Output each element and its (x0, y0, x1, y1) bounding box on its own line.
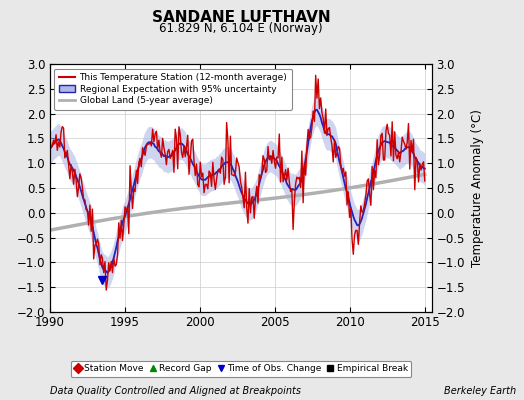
Y-axis label: Temperature Anomaly (°C): Temperature Anomaly (°C) (471, 109, 484, 267)
Legend: Station Move, Record Gap, Time of Obs. Change, Empirical Break: Station Move, Record Gap, Time of Obs. C… (71, 361, 411, 377)
Text: Data Quality Controlled and Aligned at Breakpoints: Data Quality Controlled and Aligned at B… (50, 386, 301, 396)
Text: 61.829 N, 6.104 E (Norway): 61.829 N, 6.104 E (Norway) (159, 22, 323, 35)
Text: SANDANE LUFTHAVN: SANDANE LUFTHAVN (152, 10, 330, 25)
Text: Berkeley Earth: Berkeley Earth (444, 386, 516, 396)
